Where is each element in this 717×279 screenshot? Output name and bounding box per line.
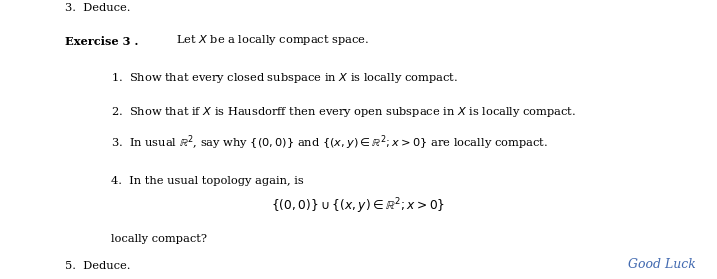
Text: 3.  In usual $\mathbb{R}^2$, say why $\{(0,0)\}$ and $\{(x,y)\in\mathbb{R}^2; x>: 3. In usual $\mathbb{R}^2$, say why $\{(… [111, 133, 548, 152]
Text: $\{(0,0)\}\cup\{(x,y)\in\mathbb{R}^2; x>0\}$: $\{(0,0)\}\cup\{(x,y)\in\mathbb{R}^2; x>… [272, 197, 445, 216]
Text: 3.  Deduce.: 3. Deduce. [65, 3, 130, 13]
Text: locally compact?: locally compact? [111, 234, 207, 244]
Text: 2.  Show that if $X$ is Hausdorff then every open subspace in $X$ is locally com: 2. Show that if $X$ is Hausdorff then ev… [111, 105, 576, 119]
Text: 4.  In the usual topology again, is: 4. In the usual topology again, is [111, 175, 304, 186]
Text: 1.  Show that every closed subspace in $X$ is locally compact.: 1. Show that every closed subspace in $X… [111, 71, 458, 85]
Text: Exercise 3 .: Exercise 3 . [65, 37, 138, 47]
Text: 5.  Deduce.: 5. Deduce. [65, 261, 130, 271]
Text: Let $X$ be a locally compact space.: Let $X$ be a locally compact space. [176, 33, 369, 47]
Text: Good Luck: Good Luck [627, 258, 695, 271]
